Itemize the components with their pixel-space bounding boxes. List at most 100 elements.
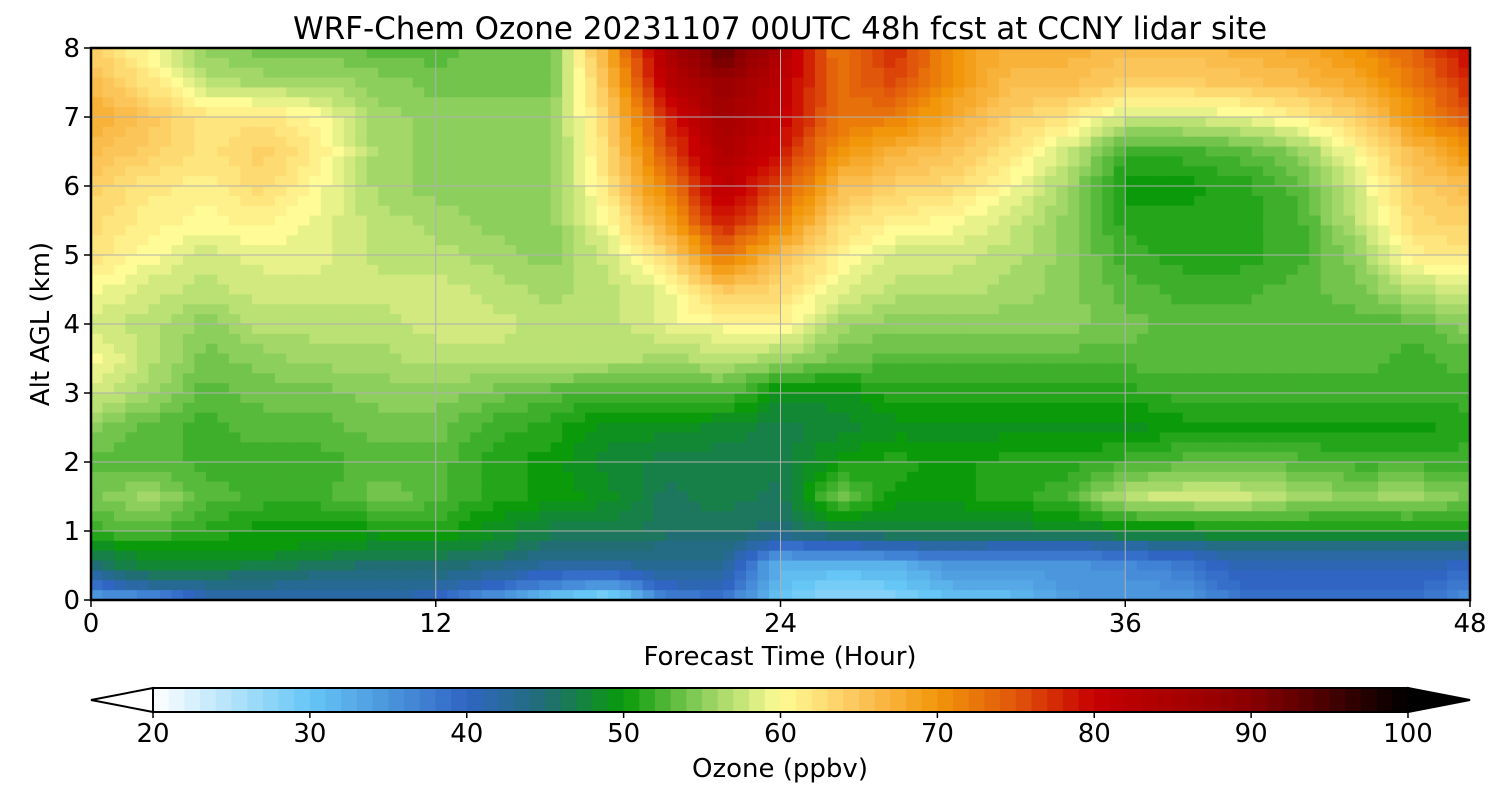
contour-cell: [596, 67, 609, 79]
contour-cell: [470, 186, 483, 197]
contour-cell: [1332, 353, 1345, 365]
contour-cell: [998, 166, 1011, 177]
contour-cell: [1136, 393, 1149, 404]
contour-cell: [447, 314, 460, 325]
contour-cell: [1205, 412, 1218, 424]
contour-cell: [952, 225, 965, 236]
contour-cell: [389, 412, 402, 424]
contour-cell: [1113, 166, 1126, 177]
contour-cell: [895, 225, 908, 236]
contour-cell: [366, 77, 379, 89]
contour-cell: [493, 57, 506, 69]
contour-cell: [918, 383, 931, 394]
contour-cell: [619, 117, 632, 128]
contour-cell: [343, 383, 356, 394]
contour-cell: [251, 353, 264, 365]
contour-cell: [125, 353, 138, 365]
contour-cell: [1090, 107, 1103, 118]
contour-cell: [872, 215, 885, 227]
contour-cell: [1182, 97, 1195, 108]
contour-cell: [1217, 166, 1230, 177]
contour-cell: [952, 363, 965, 374]
contour-cell: [1159, 156, 1172, 167]
contour-cell: [1021, 77, 1034, 89]
contour-cell: [929, 422, 942, 434]
contour-cell: [1355, 324, 1368, 335]
contour-cell: [769, 442, 782, 453]
contour-cell: [1148, 176, 1161, 187]
contour-cell: [1435, 117, 1448, 128]
contour-cell: [700, 363, 713, 374]
contour-cell: [1228, 353, 1241, 365]
contour-cell: [297, 87, 310, 98]
contour-cell: [240, 156, 253, 167]
contour-cell: [998, 195, 1011, 207]
contour-cell: [412, 432, 425, 443]
contour-cell: [102, 195, 115, 207]
contour-cell: [596, 245, 609, 256]
contour-cell: [631, 215, 644, 227]
contour-cell: [1205, 146, 1218, 158]
contour-cell: [148, 304, 161, 315]
contour-cell: [1125, 195, 1138, 207]
contour-cell: [1079, 176, 1092, 187]
contour-cell: [872, 274, 885, 286]
contour-cell: [550, 126, 563, 138]
contour-cell: [895, 412, 908, 424]
contour-cell: [837, 156, 851, 167]
contour-cell: [470, 57, 483, 69]
contour-cell: [343, 255, 356, 266]
contour-cell: [1251, 195, 1264, 207]
contour-cell: [1102, 422, 1115, 434]
contour-cell: [1159, 245, 1172, 256]
contour-cell: [297, 442, 310, 453]
contour-cell: [1297, 77, 1310, 89]
contour-cell: [619, 343, 632, 355]
contour-cell: [527, 48, 540, 59]
contour-cell: [975, 284, 988, 296]
contour-cell: [125, 57, 138, 69]
contour-cell: [964, 393, 977, 404]
contour-cell: [1044, 373, 1057, 384]
contour-cell: [1447, 402, 1460, 414]
contour-cell: [918, 235, 931, 246]
contour-cell: [1447, 136, 1460, 148]
contour-cell: [883, 166, 897, 177]
contour-cell: [1286, 117, 1299, 128]
contour-cell: [1056, 343, 1069, 355]
contour-cell: [929, 146, 942, 158]
contour-cell: [665, 146, 678, 158]
contour-cell: [447, 205, 460, 217]
contour-cell: [470, 215, 483, 227]
contour-cell: [493, 245, 506, 256]
contour-cell: [458, 402, 471, 414]
contour-cell: [148, 186, 161, 197]
contour-cell: [883, 176, 897, 187]
contour-cell: [527, 353, 540, 365]
contour-cell: [550, 235, 563, 246]
contour-cell: [814, 314, 828, 325]
contour-cell: [343, 57, 356, 69]
contour-cell: [860, 97, 874, 108]
contour-cell: [688, 146, 701, 158]
contour-cell: [1424, 314, 1437, 325]
contour-cell: [906, 67, 919, 79]
contour-cell: [171, 324, 184, 335]
contour-cell: [148, 126, 161, 138]
contour-cell: [435, 117, 448, 128]
contour-cell: [447, 117, 460, 128]
contour-cell: [274, 235, 287, 246]
contour-cell: [481, 412, 494, 424]
contour-cell: [1205, 136, 1218, 148]
contour-cell: [1148, 77, 1161, 89]
contour-cell: [1090, 324, 1103, 335]
contour-cell: [1297, 422, 1310, 434]
contour-cell: [757, 156, 770, 167]
contour-cell: [516, 166, 529, 177]
contour-cell: [1044, 363, 1057, 374]
contour-cell: [401, 57, 414, 69]
contour-cell: [113, 333, 127, 345]
contour-cell: [1355, 373, 1368, 384]
contour-cell: [91, 67, 104, 79]
contour-cell: [297, 215, 310, 227]
